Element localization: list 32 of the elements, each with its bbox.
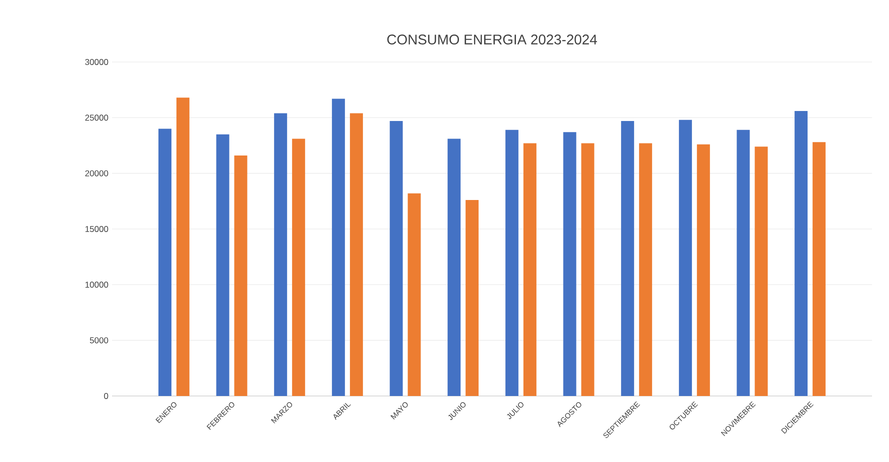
bar: [523, 143, 536, 396]
bar: [216, 134, 230, 396]
bar: [505, 130, 518, 396]
bar: [581, 143, 594, 396]
bar: [332, 98, 345, 396]
y-tick-label: 25000: [85, 114, 108, 121]
bar: [736, 130, 750, 396]
y-tick-label: 20000: [85, 170, 108, 176]
chart-title: CONSUMO ENERGIA 2023-2024: [387, 34, 597, 44]
bar: [350, 113, 363, 396]
bar: [158, 128, 172, 396]
y-tick-label: 5000: [90, 337, 108, 344]
bar: [234, 156, 248, 396]
bar: [639, 143, 652, 396]
y-tick-label: 10000: [85, 282, 108, 288]
y-tick-label: 15000: [85, 226, 108, 232]
bar: [696, 144, 710, 396]
y-tick-label: 30000: [85, 58, 108, 65]
bar: [812, 142, 826, 396]
bar: [563, 132, 576, 396]
bar: [274, 113, 288, 396]
bar: [678, 120, 692, 396]
y-tick-label: 0: [104, 392, 108, 399]
bar: [176, 98, 190, 396]
bar: [794, 110, 808, 396]
bar: [621, 120, 634, 396]
bar: [292, 138, 306, 396]
bar: [448, 138, 461, 396]
bar: [466, 200, 479, 396]
bar: [754, 146, 768, 396]
bar: [408, 193, 421, 396]
bar: [390, 120, 403, 396]
